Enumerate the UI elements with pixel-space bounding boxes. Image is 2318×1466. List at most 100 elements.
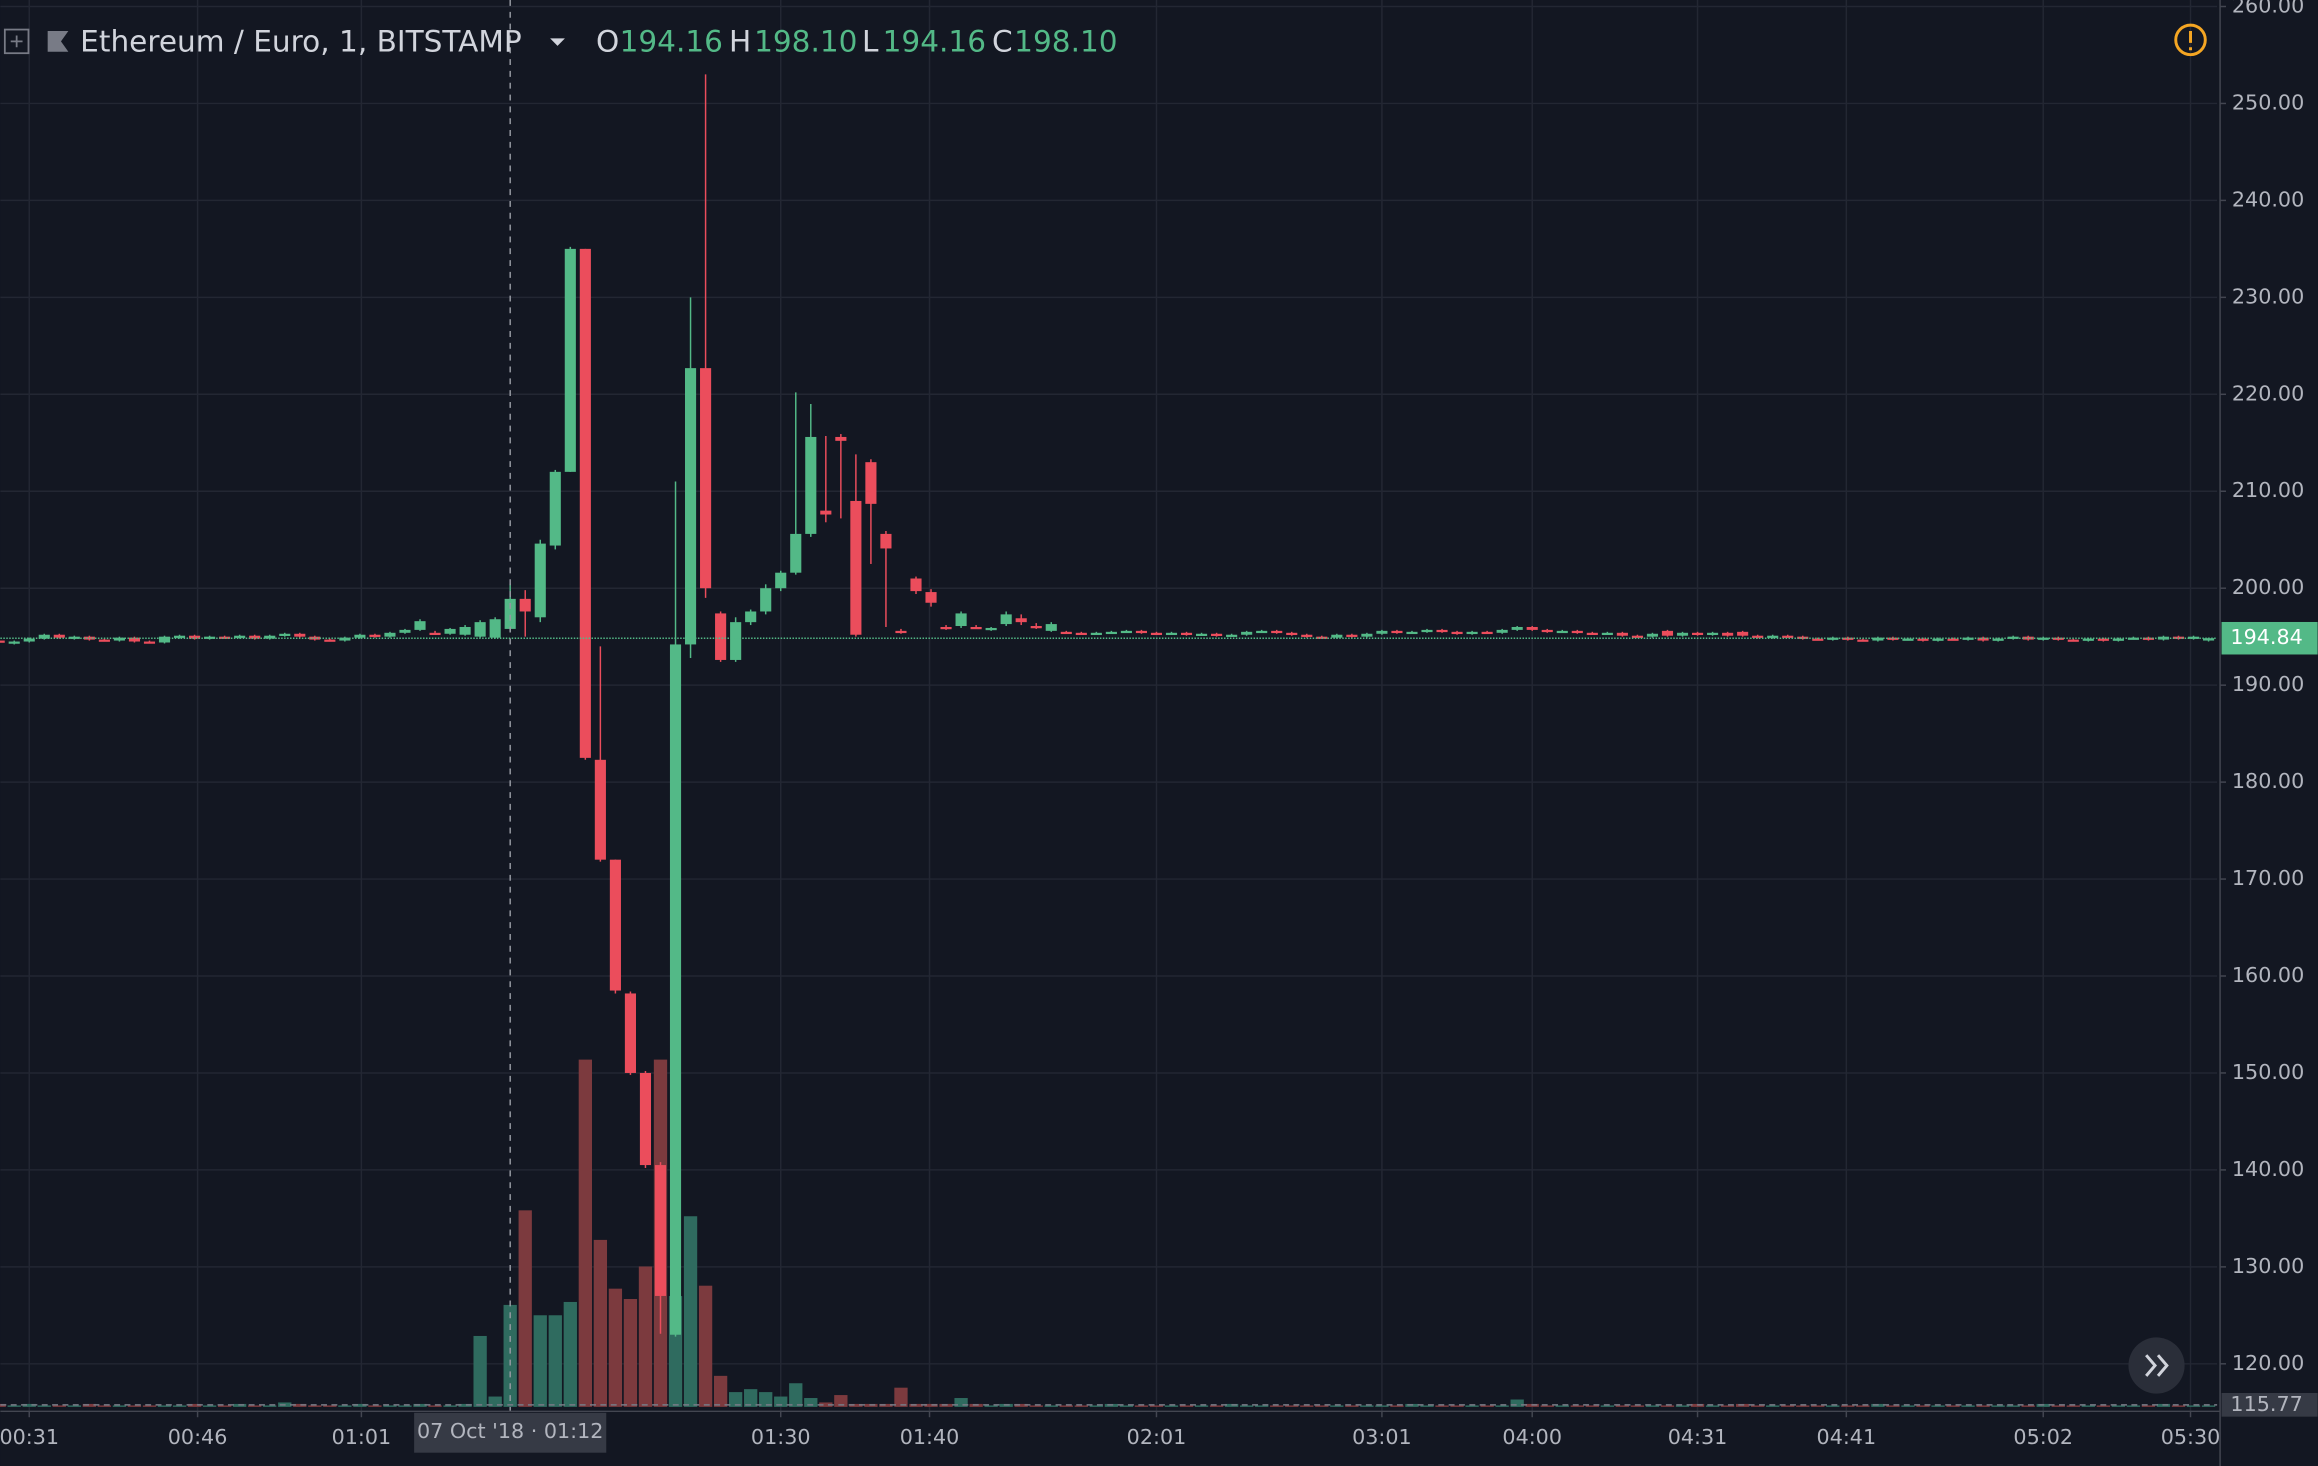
volume-bar (142, 1405, 157, 1407)
warning-icon[interactable] (2174, 23, 2207, 57)
candle-body (820, 510, 832, 515)
volume-bar (804, 1398, 818, 1407)
volume-bar (1029, 1405, 1043, 1407)
candle-body (1120, 630, 1132, 634)
volume-bar (518, 1210, 532, 1407)
candle-body (1000, 614, 1012, 625)
volume-bar (383, 1405, 397, 1407)
candle-body (669, 644, 682, 1335)
ohlc-key: H (729, 24, 751, 58)
candle-body (805, 436, 817, 534)
y-tick-label: 220.00 (2232, 381, 2304, 405)
volume-bar (1645, 1405, 1660, 1407)
volume-bar (157, 1405, 172, 1407)
volume-bar (187, 1403, 202, 1407)
symbol-dropdown[interactable] (550, 38, 565, 46)
volume-bar (713, 1375, 728, 1407)
volume-bar (52, 1405, 66, 1407)
candle-body (1857, 639, 1869, 642)
flag-icon[interactable] (47, 31, 69, 52)
volume-bar (1976, 1405, 1990, 1407)
volume-bar (263, 1405, 277, 1407)
volume-bar (849, 1403, 863, 1407)
x-tick-label: 05:30 (2161, 1425, 2221, 1449)
volume-bar (2126, 1405, 2141, 1407)
candle-body (715, 613, 727, 660)
candle-body (519, 598, 531, 612)
candle-body (1361, 633, 1373, 637)
volume-bar (323, 1405, 337, 1407)
candle-body (173, 635, 186, 638)
volume-bar (2096, 1405, 2110, 1407)
chart-title[interactable]: Ethereum / Euro, 1, BITSTAMP (80, 24, 522, 58)
candle-body (940, 626, 952, 630)
candle-body (985, 627, 997, 631)
candle-body (835, 436, 847, 441)
candle-body (775, 572, 787, 589)
expand-icon[interactable] (3, 28, 30, 55)
candle-body (1135, 630, 1148, 634)
volume-bar (1270, 1405, 1284, 1407)
candle-body (1075, 632, 1087, 636)
candle-body (339, 637, 351, 641)
candle-body (1631, 635, 1643, 638)
volume-bar (1615, 1405, 1630, 1407)
volume-bar (1961, 1405, 1975, 1407)
volume-bar (2006, 1405, 2020, 1407)
ohlc-value: 194.16 (620, 24, 723, 58)
volume-bar (97, 1405, 112, 1407)
volume-bar (1255, 1405, 1269, 1407)
candle-body (2097, 638, 2109, 641)
volume-bar (1315, 1405, 1329, 1407)
candle-body (1391, 630, 1403, 634)
volume-bar (1285, 1405, 1299, 1407)
volume-bar (112, 1405, 127, 1407)
candle-body (1271, 630, 1283, 634)
candle-body (2067, 639, 2079, 642)
volume-bar (1014, 1403, 1028, 1407)
volume-bar (1044, 1405, 1058, 1407)
volume-layer (0, 1059, 2216, 1407)
candle-body (1737, 631, 1749, 636)
candle-body (38, 634, 50, 639)
x-tick-label: 03:01 (1352, 1425, 1412, 1449)
candle-body (730, 622, 742, 660)
y-tick-label: 210.00 (2232, 478, 2304, 502)
candle-body (264, 635, 276, 639)
candle-body (2172, 636, 2185, 639)
volume-bar (7, 1405, 21, 1407)
volume-bar (293, 1403, 307, 1407)
candle-body (2202, 638, 2215, 641)
x-tick-label: 00:46 (168, 1425, 228, 1449)
y-tick-label: 180.00 (2232, 769, 2304, 793)
candle-body (1722, 632, 1734, 636)
candle-body (850, 500, 862, 635)
volume-bar (819, 1402, 833, 1407)
candle-body (1406, 631, 1418, 635)
y-tick-label: 190.00 (2232, 672, 2304, 696)
volume-bar (2021, 1405, 2035, 1407)
candle-body (2127, 637, 2139, 640)
candle-body (1541, 629, 1553, 633)
candle-body (1872, 637, 1884, 641)
volume-bar (127, 1405, 142, 1407)
volume-bar (1119, 1405, 1134, 1407)
candle-body (1180, 632, 1193, 636)
candle-body (1797, 636, 1809, 639)
candle-body (1661, 630, 1674, 636)
overlay-layer (0, 0, 2218, 1412)
candle-body (1601, 632, 1613, 636)
candle-body (2082, 638, 2094, 641)
candle-body (1105, 631, 1117, 635)
candle-body (1466, 631, 1478, 635)
volume-bar (1991, 1405, 2005, 1407)
low-line-label: 115.77 (2230, 1392, 2302, 1416)
candle-body (579, 248, 591, 758)
y-tick-label: 200.00 (2232, 575, 2304, 599)
volume-bar (698, 1285, 713, 1407)
candle-body (700, 368, 712, 589)
candle-body (1211, 633, 1223, 636)
candle-body (294, 633, 306, 637)
volume-bar (1675, 1405, 1690, 1407)
candle-body (1196, 633, 1208, 636)
